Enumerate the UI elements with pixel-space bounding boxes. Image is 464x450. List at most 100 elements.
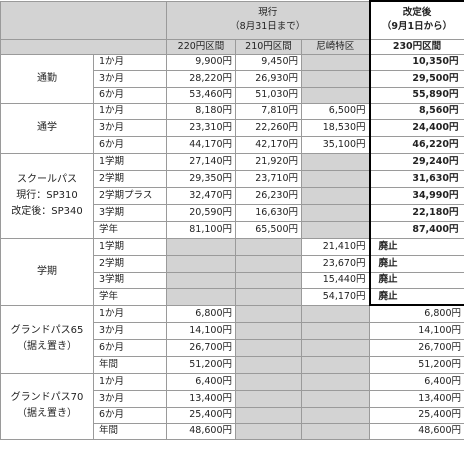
category-label-line: 学期 (37, 265, 57, 277)
price-cell-220: 23,310円 (166, 118, 236, 137)
price-cell-210: 16,630円 (235, 203, 302, 222)
price-cell-220: 53,460円 (166, 86, 236, 104)
period-cell: 6か月 (93, 86, 167, 104)
price-cell-210 (235, 271, 302, 289)
period-cell: 1学期 (93, 152, 167, 171)
price-cell-amagasaki (301, 169, 370, 188)
fare-table: 現行 （8月31日まで） 改定後 （9月1日から） 220円区間 210円区間 … (0, 0, 464, 440)
period-cell: 3学期 (93, 271, 167, 289)
subheader-blank (0, 38, 167, 55)
price-cell-210: 7,810円 (235, 102, 302, 120)
price-cell-210: 65,500円 (235, 220, 302, 239)
period-cell: 年間 (93, 422, 167, 440)
revised-header: 改定後 （9月1日から） (368, 0, 464, 40)
price-cell-230: 14,100円 (369, 321, 464, 340)
category-label-line: グランドパス70 (10, 392, 84, 403)
price-cell-220: 26,700円 (166, 338, 236, 357)
price-cell-210: 42,170円 (235, 135, 302, 154)
table-row: 年間 51,200円 51,200円 (1, 355, 464, 374)
price-cell-amagasaki (301, 152, 370, 171)
period-cell: 1学期 (93, 237, 167, 256)
period-cell: 3か月 (93, 118, 167, 137)
period-cell: 3か月 (93, 389, 167, 408)
price-cell-210: 22,260円 (235, 118, 302, 137)
period-cell: 1か月 (93, 372, 167, 391)
price-cell-210 (235, 372, 302, 391)
price-cell-220 (166, 237, 236, 256)
price-cell-230: 51,200円 (369, 355, 464, 374)
price-cell-230: 6,800円 (369, 304, 464, 323)
price-cell-230: 55,890円 (368, 86, 464, 104)
period-cell: 学年 (93, 220, 167, 239)
category-label-line: 現行：SP310 (16, 189, 78, 201)
price-cell-amagasaki (301, 422, 370, 440)
category-label: 通勤 (0, 53, 94, 104)
price-cell-210 (235, 321, 302, 340)
price-cell-210 (235, 237, 302, 256)
price-cell-230: 22,180円 (368, 203, 464, 222)
price-cell-230: 廃止 (368, 271, 464, 289)
price-cell-220: 32,470円 (166, 186, 236, 205)
col-header-220: 220円区間 (166, 38, 236, 55)
revised-period-note: （9月1日から） (381, 21, 453, 33)
table-row: 通学 1か月 8,180円 7,810円 6,500円 8,560円 (0, 102, 464, 154)
price-cell-amagasaki: 35,100円 (301, 135, 370, 154)
price-cell-210: 51,030円 (235, 86, 302, 104)
price-cell-230: 25,400円 (369, 406, 464, 424)
price-cell-210 (235, 254, 302, 273)
col-header-210: 210円区間 (235, 38, 302, 55)
period-cell: 3か月 (93, 69, 167, 88)
price-cell-amagasaki (301, 321, 370, 340)
price-cell-220: 51,200円 (166, 355, 236, 374)
current-label: 現行 (258, 6, 278, 18)
price-cell-220: 28,220円 (166, 69, 236, 88)
price-cell-210: 26,230円 (235, 186, 302, 205)
price-cell-230: 34,990円 (368, 186, 464, 205)
price-cell-210: 21,920円 (235, 152, 302, 171)
price-cell-210 (235, 304, 302, 323)
period-cell: 2学期 (93, 169, 167, 188)
period-cell: 6か月 (93, 406, 167, 424)
price-cell-220 (166, 254, 236, 273)
category-label: グランドパス65 （据え置き） (0, 304, 94, 374)
price-cell-amagasaki (301, 389, 370, 408)
price-cell-220: 6,400円 (166, 372, 236, 391)
price-cell-220: 29,350円 (166, 169, 236, 188)
period-cell: 1か月 (93, 304, 167, 323)
price-cell-amagasaki (301, 355, 370, 374)
price-cell-210 (235, 389, 302, 408)
period-cell: 6か月 (93, 338, 167, 357)
col-header-230: 230円区間 (368, 38, 464, 55)
price-cell-220: 20,590円 (166, 203, 236, 222)
price-cell-220: 14,100円 (166, 321, 236, 340)
category-label-line: （据え置き） (17, 341, 77, 352)
price-cell-amagasaki: 54,170円 (301, 287, 370, 306)
price-cell-amagasaki (301, 69, 370, 88)
table-row: スクールパス 現行：SP310 改定後：SP340 1学期 27,140円 21,920円… (0, 152, 464, 239)
price-cell-amagasaki: 18,530円 (301, 118, 370, 137)
price-cell-220: 44,170円 (166, 135, 236, 154)
price-cell-230: 6,400円 (369, 372, 464, 391)
period-cell: 学年 (93, 287, 167, 306)
table-row: 3か月 13,400円 13,400円 (1, 389, 464, 408)
price-cell-210 (235, 338, 302, 357)
category-label: 通学 (0, 102, 94, 154)
current-header: 現行 （8月31日まで） (166, 0, 370, 40)
price-cell-230: 29,500円 (368, 69, 464, 88)
category-label-line: スクールパス (17, 173, 77, 185)
price-cell-220: 48,600円 (166, 422, 236, 440)
price-cell-amagasaki (301, 53, 370, 71)
price-cell-230: 87,400円 (368, 220, 464, 239)
price-cell-210: 26,930円 (235, 69, 302, 88)
period-cell: 3か月 (93, 321, 167, 340)
price-cell-220: 8,180円 (166, 102, 236, 120)
price-cell-210: 23,710円 (235, 169, 302, 188)
price-cell-amagasaki (301, 186, 370, 205)
price-cell-230: 26,700円 (369, 338, 464, 357)
price-cell-210 (235, 406, 302, 424)
price-cell-220: 9,900円 (166, 53, 236, 71)
price-cell-amagasaki: 15,440円 (301, 271, 370, 289)
table-row: グランドパス70 （据え置き） 1か月 6,400円 6,400円 (0, 372, 464, 440)
category-label-line: 改定後：SP340 (11, 205, 83, 217)
price-cell-230: 29,240円 (368, 152, 464, 171)
